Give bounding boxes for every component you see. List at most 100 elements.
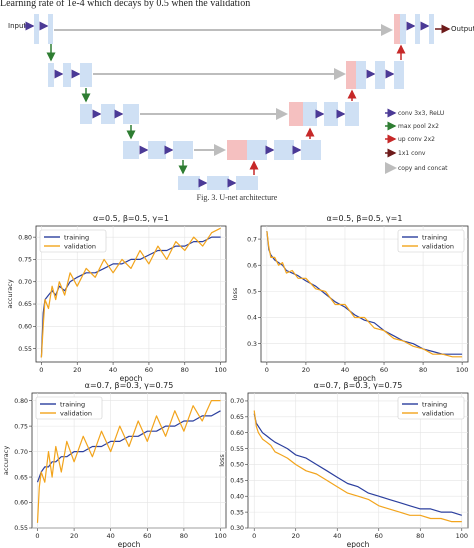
chart-title: α=0.5, β=0.5, γ=1 bbox=[327, 214, 403, 223]
x-tick-label: 60 bbox=[380, 366, 388, 374]
y-tick-label: 0.35 bbox=[230, 509, 244, 516]
x-tick-label: 40 bbox=[341, 366, 349, 374]
feature-map bbox=[247, 140, 267, 160]
legend-label: validation bbox=[64, 242, 96, 250]
series-line-training bbox=[40, 236, 221, 358]
y-tick-label: 0.60 bbox=[18, 324, 32, 331]
legend-box bbox=[39, 229, 107, 253]
x-tick-label: 20 bbox=[302, 366, 310, 374]
legend-label: conv 3x3, ReLU bbox=[398, 110, 444, 117]
feature-map bbox=[324, 102, 338, 126]
feature-map bbox=[101, 104, 115, 124]
feature-map bbox=[345, 102, 359, 126]
legend-label: validation bbox=[422, 242, 454, 250]
legend-box bbox=[397, 396, 465, 420]
y-tick-label: 0.5 bbox=[247, 289, 257, 296]
x-axis-label: epoch bbox=[347, 540, 370, 548]
y-tick-label: 0.80 bbox=[14, 398, 28, 405]
x-tick-label: 0 bbox=[265, 366, 269, 374]
plot-area bbox=[247, 392, 469, 529]
chart-title: α=0.5, β=0.5, γ=1 bbox=[93, 214, 169, 223]
feature-map bbox=[400, 14, 406, 44]
x-tick-label: 100 bbox=[214, 366, 226, 374]
y-tick-label: 0.60 bbox=[14, 500, 28, 507]
y-tick-label: 0.55 bbox=[18, 346, 32, 353]
feature-map bbox=[80, 104, 92, 124]
y-tick-label: 0.40 bbox=[230, 493, 244, 500]
y-axis-label: accuracy bbox=[2, 446, 10, 475]
feature-map bbox=[301, 140, 321, 160]
x-tick-label: 80 bbox=[181, 366, 189, 374]
y-tick-label: 0.45 bbox=[230, 478, 244, 485]
chart-title: α=0.7, β=0.3, γ=0.75 bbox=[314, 381, 403, 390]
y-tick-label: 0.4 bbox=[247, 315, 257, 322]
y-tick-label: 0.70 bbox=[14, 449, 28, 456]
legend-label: training bbox=[60, 400, 85, 408]
legend-label: validation bbox=[422, 409, 454, 417]
x-axis-label: epoch bbox=[353, 374, 376, 383]
y-axis-label: loss bbox=[218, 454, 226, 467]
feature-map bbox=[63, 63, 71, 87]
diagram-legend: conv 3x3, ReLU max pool 2x2 up conv 2x2 … bbox=[385, 108, 448, 174]
legend-label: training bbox=[64, 233, 89, 241]
y-tick-label: 0.70 bbox=[18, 279, 32, 286]
x-tick-label: 100 bbox=[214, 532, 226, 540]
unet-diagram: Input Output bbox=[8, 14, 474, 190]
x-tick-label: 0 bbox=[39, 366, 43, 374]
feature-map bbox=[394, 61, 404, 89]
paper-body-text: Learning rate of 1e-4 which decays by 0.… bbox=[0, 0, 251, 9]
legend-label: training bbox=[422, 400, 447, 408]
feature-map bbox=[173, 141, 193, 159]
feature-map bbox=[274, 140, 294, 160]
x-tick-label: 100 bbox=[456, 532, 468, 540]
plot-area bbox=[31, 392, 227, 529]
x-tick-label: 40 bbox=[107, 532, 115, 540]
legend-label: validation bbox=[60, 409, 92, 417]
feature-map bbox=[34, 14, 39, 44]
y-axis-label: loss bbox=[231, 287, 239, 300]
feature-map bbox=[375, 61, 385, 89]
feature-map bbox=[80, 63, 92, 87]
series-line-validation bbox=[266, 231, 463, 358]
feature-map bbox=[48, 14, 53, 44]
y-tick-label: 0.30 bbox=[230, 525, 244, 532]
y-tick-label: 0.6 bbox=[247, 262, 257, 269]
legend-box bbox=[35, 396, 103, 420]
y-tick-label: 0.65 bbox=[14, 474, 28, 481]
y-tick-label: 0.3 bbox=[247, 341, 257, 348]
chart-title: α=0.7, β=0.3, γ=0.75 bbox=[85, 381, 174, 390]
feature-map bbox=[415, 14, 420, 44]
x-tick-label: 0 bbox=[252, 532, 256, 540]
x-tick-label: 20 bbox=[70, 532, 78, 540]
legend-label: copy and concat bbox=[398, 165, 448, 172]
feature-map bbox=[48, 63, 54, 87]
x-tick-label: 80 bbox=[416, 532, 424, 540]
y-axis-label: accuracy bbox=[6, 279, 14, 308]
y-tick-label: 0.55 bbox=[230, 446, 244, 453]
legend-box bbox=[397, 229, 465, 253]
x-tick-label: 60 bbox=[143, 532, 151, 540]
concat-map bbox=[394, 14, 400, 44]
series-line-training bbox=[253, 413, 462, 516]
series-line-training bbox=[266, 231, 463, 355]
series-line-training bbox=[36, 410, 221, 483]
x-tick-label: 80 bbox=[419, 366, 427, 374]
y-tick-label: 0.60 bbox=[230, 430, 244, 437]
concat-map bbox=[227, 140, 247, 160]
x-tick-label: 0 bbox=[35, 532, 39, 540]
x-tick-label: 80 bbox=[180, 532, 188, 540]
concat-map bbox=[346, 61, 356, 89]
series-line-validation bbox=[40, 227, 221, 358]
feature-map bbox=[207, 176, 229, 190]
y-tick-label: 0.7 bbox=[247, 236, 257, 243]
legend-label: max pool 2x2 bbox=[398, 123, 439, 130]
feature-map bbox=[236, 176, 258, 190]
output-label: Output bbox=[451, 25, 474, 33]
x-tick-label: 40 bbox=[109, 366, 117, 374]
y-tick-label: 0.75 bbox=[14, 423, 28, 430]
x-tick-label: 20 bbox=[292, 532, 300, 540]
x-axis-label: epoch bbox=[118, 540, 141, 548]
x-tick-label: 20 bbox=[73, 366, 81, 374]
x-tick-label: 60 bbox=[145, 366, 153, 374]
legend-label: 1x1 conv bbox=[398, 150, 426, 157]
